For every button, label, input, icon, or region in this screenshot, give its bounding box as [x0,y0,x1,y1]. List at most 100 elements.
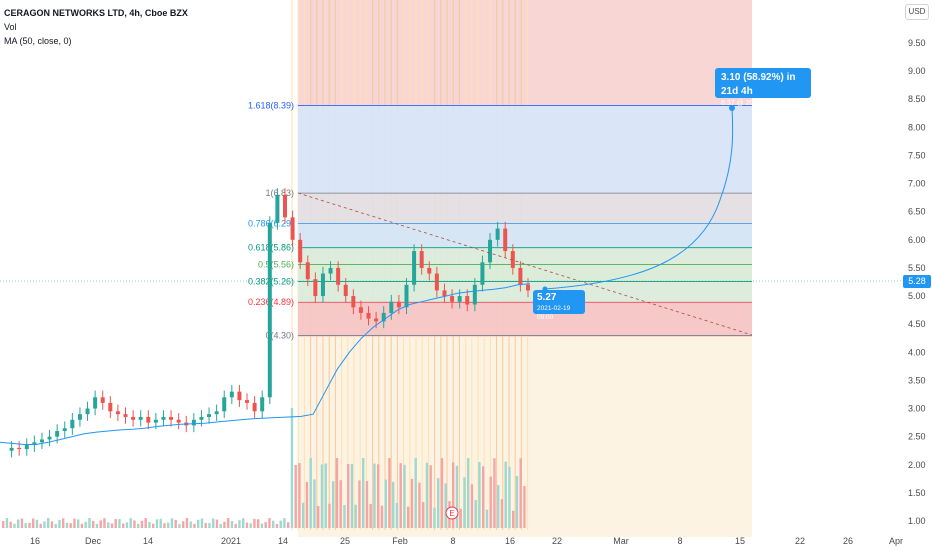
candle-body [351,296,356,308]
price-tick-label: 5.50 [908,263,926,273]
projection-end-point[interactable] [729,105,735,111]
volume-bar [474,500,477,528]
candle-body [366,312,371,319]
candle-body [336,267,341,285]
volume-bar [84,521,87,528]
volume-bar [140,520,144,528]
candle-body [313,279,318,297]
candle-body [450,296,455,302]
trend-line[interactable] [297,192,753,336]
price-tick-label: 2.00 [908,460,926,470]
volume-bar [95,523,99,528]
candle-body [100,397,105,403]
volume-bar [515,475,519,528]
candle-body [260,397,265,412]
volume-bar [50,521,54,528]
fib-level-label: 0(4.30) [265,330,294,340]
price-tick-label: 1.00 [908,516,926,526]
volume-bar [144,518,147,528]
projection-curve[interactable] [544,107,734,290]
volume-bar [200,518,204,528]
candle-body [199,416,204,420]
fib-zone [298,105,752,194]
volume-bar [478,462,481,528]
time-tick-label: Feb [392,536,408,546]
volume-bar [287,522,290,528]
earnings-marker[interactable] [445,506,459,520]
volume-bar [508,466,511,528]
volume-bar [283,518,286,528]
volume-bar [39,523,42,528]
volume-bar [373,463,376,528]
fib-zone [298,223,752,248]
price-tick-label: 6.00 [908,235,926,245]
candle-body [518,267,523,285]
currency-button[interactable]: USD [905,4,929,20]
candle-body [275,194,280,223]
volume-bar [403,464,406,528]
candle-body [305,262,310,280]
fib-level-label: 0.5(5.56) [258,260,294,270]
volume-bar [80,523,84,528]
candle-body [374,318,379,322]
candle-body [169,416,174,420]
symbol-title[interactable]: CERAGON NETWORKS LTD, 4h, Cboe BZX [4,8,188,18]
volume-bar [208,523,211,528]
volume-bar [324,463,327,528]
fib-zone [298,193,752,224]
price-tick-label: 3.00 [908,404,926,414]
volume-bar [493,458,496,528]
volume-bar [279,520,282,528]
candle-body [381,312,386,322]
candle-body [77,414,82,420]
candle-body [161,416,166,420]
volume-bar [35,519,39,528]
volume-bar [197,519,200,528]
volume-bar [407,506,410,528]
fibonacci-retracement[interactable]: 1.618(8.39)1(6.83)0.786(6.29)0.618(5.86)… [248,100,752,340]
time-axis[interactable]: 16 Dec 14 2021 14 25 Feb 8 16 22 Mar 8 15 22 26 Apr [30,536,903,546]
price-axis[interactable]: 1.00 1.50 2.00 2.50 3.00 3.50 4.00 4.50 5.00 5.50… [908,38,926,526]
volume-bar [238,520,241,528]
volume-bar [77,519,80,528]
candle-body [298,239,303,263]
volume-bar [467,458,470,528]
time-tick-label: 22 [552,536,562,546]
volume-bar [320,464,324,528]
volume-bar [5,518,9,528]
volume-bar [485,509,489,528]
candle-body [131,416,136,420]
candle-body [434,273,439,291]
candle-body [176,419,181,423]
price-tick-label: 2.50 [908,432,926,442]
volume-bar [9,521,12,528]
candle-body [191,419,196,426]
volume-bar [253,518,256,528]
volume-bar [365,480,369,528]
volume-bar [230,521,234,528]
volume-bar [54,523,57,528]
ma-indicator-label[interactable]: MA (50, close, 0) [4,36,72,46]
volume-bar [429,465,432,528]
fib-zone [298,302,752,336]
volume-bar [24,523,27,528]
volume-bar [122,523,125,528]
volume-indicator-label[interactable]: Vol [4,22,17,32]
candle-body [214,411,219,415]
volume-bar [103,518,106,528]
volume-bar [114,518,117,528]
projection-tooltip-sub: 8.37 @ 2021-03-12 13:00 [721,100,801,107]
volume-bar [189,521,192,528]
volume-bar [193,523,196,528]
candle-body [282,194,287,218]
volume-bar [99,520,102,528]
price-tick-label: 8.00 [908,122,926,132]
anchor-tooltip: 5.27 2021-02-19 09:00 [533,290,585,321]
candle-body [290,217,295,240]
chart-legend: CERAGON NETWORKS LTD, 4h, Cboe BZX Vol M… [4,6,188,48]
volume-bar [257,519,260,528]
volume-bar [339,480,342,528]
candle-body [39,439,44,443]
time-tick-label: Dec [85,536,102,546]
